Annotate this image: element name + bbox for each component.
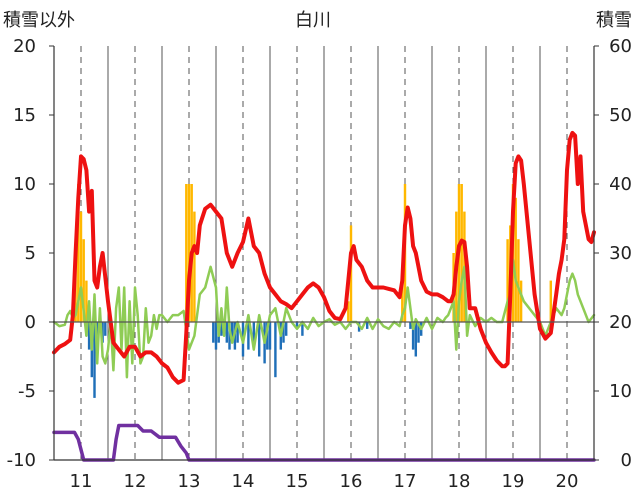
bar [414,322,418,357]
x-tick-label: 19 [502,471,525,492]
bar [185,184,188,322]
vertical-gridlines [53,46,568,460]
right-tick-label: 60 [609,36,632,57]
bar [87,322,91,350]
bar [104,322,107,336]
bar [187,184,191,322]
bar [349,225,353,322]
bar [82,239,85,322]
tick-labels: -10 -5 0 5 10 15 20 0 10 20 30 40 50 60 11 12 13 14 15 16 17… [7,36,632,492]
bar [225,322,229,343]
bar [212,322,215,343]
chart-title: 白川 [295,10,331,31]
right-tick-label: 20 [609,312,632,333]
bar-series [74,184,553,398]
bar [347,301,350,322]
bar [79,211,83,322]
left-tick-label: -5 [18,381,36,402]
series-line [52,130,596,385]
axes [49,45,599,461]
bar [77,184,80,322]
right-tick-label: 50 [609,105,632,126]
left-tick-label: 5 [25,243,36,264]
right-tick-label: 40 [609,174,632,195]
bar [101,322,104,343]
left-axis-label: 積雪以外 [3,10,75,31]
bar [506,239,509,322]
x-tick-label: 17 [394,471,417,492]
bar [409,322,412,329]
left-tick-label: 0 [25,312,36,333]
x-tick-label: 12 [124,471,147,492]
x-tick-label: 14 [232,471,255,492]
bar [401,266,404,322]
bar [266,322,269,350]
x-tick-label: 15 [286,471,309,492]
bar [252,322,256,343]
bar [193,211,196,322]
left-tick-label: -10 [7,450,36,471]
left-tick-label: 15 [13,105,36,126]
bar [282,322,285,343]
right-tick-label: 0 [621,450,632,471]
left-tick-label: 10 [13,174,36,195]
bar [214,322,218,350]
bar [365,322,369,329]
bar [236,322,239,343]
x-tick-label: 13 [178,471,201,492]
bar [295,322,299,329]
left-tick-label: 20 [13,36,36,57]
bar [417,322,420,343]
x-tick-label: 16 [340,471,363,492]
x-tick-label: 11 [70,471,93,492]
series-line [52,423,596,462]
right-tick-label: 30 [609,243,632,264]
x-tick-label: 18 [448,471,471,492]
bar [257,322,261,357]
right-axis-label: 積雪 [596,10,632,31]
bar [517,239,520,322]
bar [274,322,277,378]
bar [268,322,272,350]
bar [301,322,304,336]
bar [519,280,523,322]
bar [85,280,88,322]
bar [514,197,517,322]
bar [284,322,288,336]
bar [220,322,223,336]
bar [460,184,463,322]
bar [247,322,250,350]
bar [93,322,96,398]
bar [411,322,415,350]
bar [230,322,234,343]
right-tick-label: 10 [609,381,632,402]
bar [549,280,553,322]
bar [228,322,231,350]
x-tick-label: 20 [556,471,579,492]
